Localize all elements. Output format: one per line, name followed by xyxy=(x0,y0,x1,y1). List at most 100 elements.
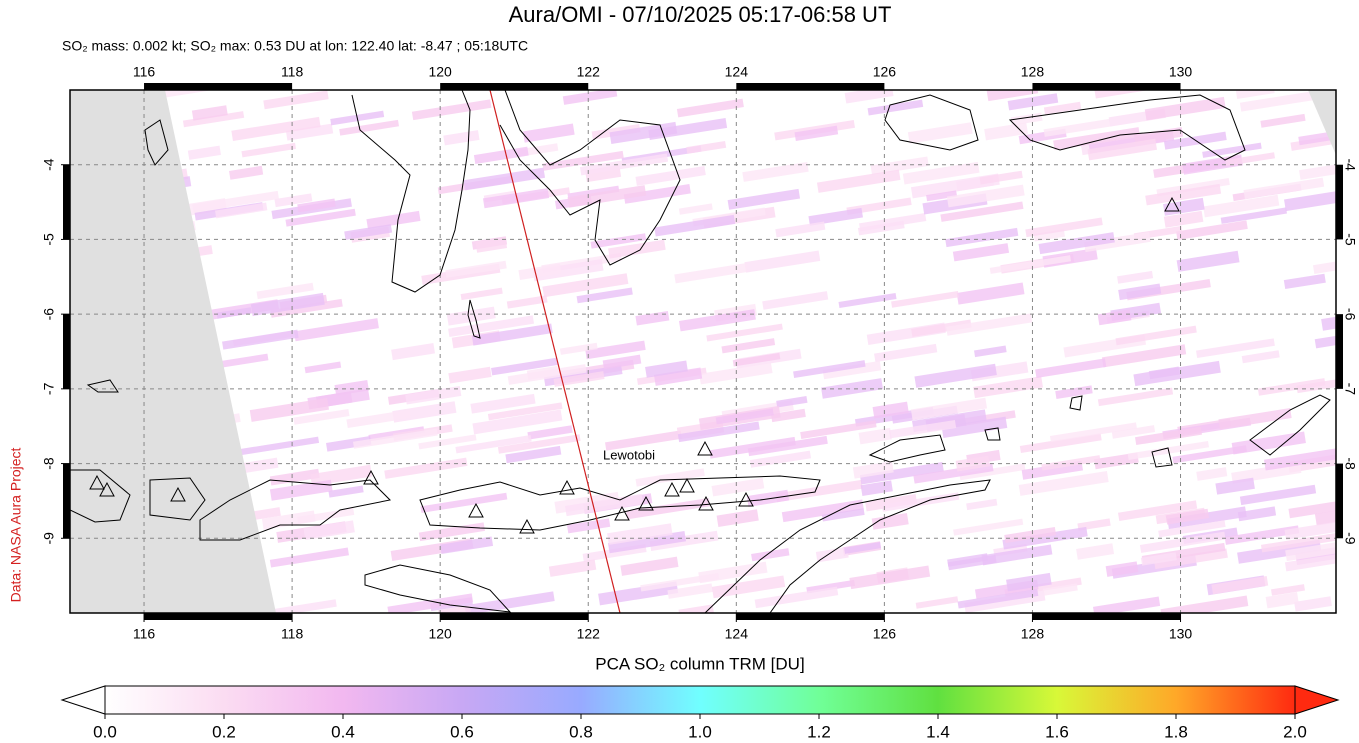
swath-pixel xyxy=(1097,309,1132,326)
swath-pixel xyxy=(953,518,1024,536)
x-tick-label: 118 xyxy=(281,626,304,642)
swath-pixel xyxy=(626,497,711,520)
colorbar-under xyxy=(60,685,106,715)
swath-pixel xyxy=(1260,113,1306,128)
swath-pixel xyxy=(1145,183,1222,206)
colorbar-tick-label: 0.6 xyxy=(450,722,474,741)
frame-bar xyxy=(63,463,70,539)
volcano xyxy=(679,477,695,493)
x-tick-label: 122 xyxy=(577,64,601,80)
title: Aura/OMI - 07/10/2025 05:17-06:58 UT xyxy=(509,2,892,27)
swath-pixel xyxy=(1196,467,1228,481)
swath-pixel xyxy=(270,298,343,318)
swath-pixel xyxy=(1038,232,1115,255)
credit: Data: NASA Aura Project xyxy=(8,447,24,602)
swath-pixel xyxy=(1006,572,1052,592)
swath-pixel xyxy=(1140,552,1177,566)
swath-pixel xyxy=(870,156,929,175)
colorbar-tick-label: 1.2 xyxy=(807,722,831,741)
swath-pixel xyxy=(182,111,245,128)
swath-pixel xyxy=(846,197,912,216)
swath-pixel xyxy=(952,243,1010,262)
swath-pixel xyxy=(553,371,605,387)
swath-pixel xyxy=(872,401,909,419)
swath-pixel xyxy=(746,489,790,507)
swath-pixel xyxy=(1055,385,1093,399)
swath-pixel xyxy=(654,214,736,237)
swath-pixel xyxy=(445,260,507,278)
swath-pixel xyxy=(1025,217,1103,238)
swath-pixel xyxy=(1094,452,1139,470)
swath-pixel xyxy=(1312,258,1336,274)
coastlines xyxy=(70,90,1331,613)
swath-pixels xyxy=(70,90,1336,613)
swath-pixel xyxy=(565,493,644,517)
swath-pixel xyxy=(770,408,806,423)
y-tick-label: -7 xyxy=(41,382,57,395)
swath-pixel xyxy=(732,352,781,367)
swath-pixel xyxy=(269,479,333,501)
no-data-region xyxy=(70,90,276,613)
swath-pixel xyxy=(562,90,618,105)
swath-pixel xyxy=(518,263,562,280)
swath-pixel xyxy=(505,445,562,464)
swath-pixel xyxy=(1133,360,1221,387)
swath-pixel xyxy=(607,523,673,545)
volcano xyxy=(519,518,535,534)
swath-pixel xyxy=(542,273,629,298)
axes: 116 116 118 118 120 120 122 122 124 124 126 126 128 1… xyxy=(41,64,1359,642)
swath-pixel xyxy=(1115,325,1197,346)
swath-pixel xyxy=(711,575,786,599)
frame-bar xyxy=(144,83,293,90)
colorbar-over xyxy=(1294,685,1340,715)
swath-pixel xyxy=(871,513,909,530)
swath-pixel xyxy=(1033,229,1066,242)
swath-pixel xyxy=(742,161,809,182)
swath-pixel xyxy=(1160,595,1249,613)
swath-pixel xyxy=(1097,387,1174,407)
swath-pixel xyxy=(915,596,959,609)
x-tick-label: 118 xyxy=(281,64,304,80)
swath-pixel xyxy=(620,556,679,576)
swath-pixel xyxy=(1218,408,1292,430)
swath-pixel xyxy=(548,559,597,577)
swath-pixel xyxy=(640,572,720,592)
swath-pixel xyxy=(721,338,776,354)
swath-pixel xyxy=(384,457,468,479)
y-tick-label: -6 xyxy=(41,308,57,321)
swath-pixel xyxy=(460,287,503,301)
swath-pixel xyxy=(522,123,575,143)
frame-bar xyxy=(63,164,70,240)
x-tick-label: 124 xyxy=(725,626,749,642)
swath-pixel xyxy=(1294,596,1332,612)
swath-pixel xyxy=(947,554,997,571)
swath-pixel xyxy=(1235,90,1275,99)
swath-pixel xyxy=(440,536,494,555)
x-tick-label: 126 xyxy=(873,626,897,642)
swath-pixel xyxy=(605,430,682,451)
swath-pixel xyxy=(405,385,462,405)
swath-pixel xyxy=(1211,576,1269,595)
x-tick-label: 120 xyxy=(428,626,452,642)
x-tick-label: 126 xyxy=(873,64,897,80)
swath-pixel xyxy=(888,419,957,439)
swath-pixel xyxy=(420,492,508,513)
swath-pixel xyxy=(1019,433,1102,454)
swath-pixel xyxy=(941,416,1008,439)
swath-pixel xyxy=(559,342,598,355)
y-tick-label: -8 xyxy=(41,457,57,470)
volcano xyxy=(363,469,379,485)
colorbar-tick-label: 0.2 xyxy=(212,722,236,741)
swath-pixel xyxy=(455,435,532,454)
swath-pixel xyxy=(1288,497,1336,519)
frame-bar xyxy=(440,83,589,90)
swath-pixel xyxy=(576,287,633,304)
swath-pixel xyxy=(891,290,959,308)
swath-pixel xyxy=(191,105,228,121)
swath-pixel xyxy=(1225,152,1276,167)
x-tick-label: 128 xyxy=(1021,64,1045,80)
colorbar-tick-label: 0.4 xyxy=(331,722,355,741)
volcano xyxy=(697,440,713,456)
swath-pixel xyxy=(1010,112,1043,126)
swath-pixel xyxy=(881,492,960,512)
